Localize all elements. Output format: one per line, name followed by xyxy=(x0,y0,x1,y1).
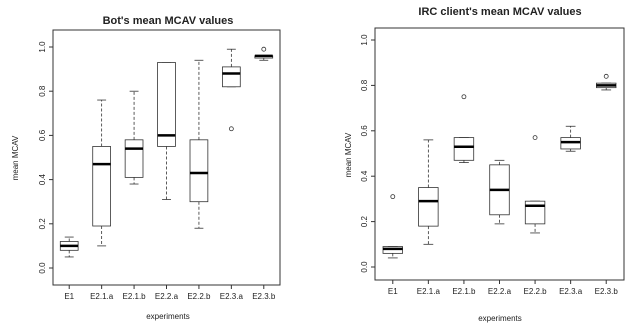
box-e2-1-b xyxy=(124,90,144,185)
x-tick-label: E2.2.b xyxy=(187,292,211,301)
outlier-point xyxy=(261,46,267,52)
outlier-point xyxy=(390,194,396,200)
x-tick-label: E2.2.a xyxy=(155,292,179,301)
x-tick-label: E2.3.a xyxy=(220,292,244,301)
box-e2-3-b xyxy=(254,46,274,61)
iqr-box xyxy=(418,187,439,227)
box-e2-3-a xyxy=(560,125,581,152)
x-tick-label: E2.2.b xyxy=(524,287,548,296)
bot-mean-mcav-chart: Bot's mean MCAV values experiments mean … xyxy=(11,15,281,321)
box-e2-2-b xyxy=(524,135,546,234)
x-tick-label: E2.1.a xyxy=(90,292,114,301)
iqr-box xyxy=(189,139,209,203)
y-tick-label: 0.6 xyxy=(360,125,369,137)
outlier-point xyxy=(461,94,467,100)
y-tick-label: 0.8 xyxy=(360,79,369,91)
y-tick-label: 0.2 xyxy=(360,215,369,227)
y-tick-label: 0.0 xyxy=(360,261,369,273)
iqr-box xyxy=(92,146,111,227)
outlier-point xyxy=(228,126,234,132)
y-axis-label: mean MCAV xyxy=(344,132,353,177)
x-tick-label: E2.1.b xyxy=(123,292,147,301)
x-axis-label: experiments xyxy=(146,312,190,321)
y-tick-label: 0.4 xyxy=(38,173,47,185)
x-tick-label: E2.1.b xyxy=(452,287,476,296)
y-tick-label: 0.6 xyxy=(38,129,47,141)
outlier-point xyxy=(603,73,609,79)
box-e2-2-a xyxy=(157,62,176,200)
box-e2-3-b xyxy=(596,73,617,91)
irc-client-mean-mcav-chart: IRC client's mean MCAV values experiment… xyxy=(344,6,625,323)
chart-title: IRC client's mean MCAV values xyxy=(418,6,581,18)
x-tick-label: E2.3.a xyxy=(559,287,583,296)
y-tick-label: 1.0 xyxy=(360,34,369,46)
y-axis-label: mean MCAV xyxy=(11,135,20,180)
box-e2-1-a xyxy=(92,99,111,247)
x-tick-label: E2.2.a xyxy=(488,287,512,296)
plot-frame xyxy=(374,27,625,281)
iqr-box xyxy=(124,139,144,178)
box-e1 xyxy=(382,194,403,259)
y-tick-label: 0.4 xyxy=(360,170,369,182)
y-tick-label: 0.2 xyxy=(38,218,47,230)
box-e2-2-b xyxy=(189,59,209,229)
box-e2-1-a xyxy=(418,139,439,245)
x-tick-label: E1 xyxy=(388,287,398,296)
box-e2-3-a xyxy=(222,48,241,132)
x-tick-label: E2.3.b xyxy=(252,292,276,301)
iqr-box xyxy=(453,137,475,161)
box-e1 xyxy=(59,236,79,258)
x-axis-label: experiments xyxy=(478,314,522,323)
box-e2-2-a xyxy=(489,159,510,225)
y-tick-label: 0.0 xyxy=(38,262,47,274)
x-tick-label: E2.1.a xyxy=(417,287,441,296)
iqr-box xyxy=(222,66,241,88)
box-e2-1-b xyxy=(453,94,475,163)
chart-title: Bot's mean MCAV values xyxy=(103,15,234,27)
x-tick-label: E1 xyxy=(64,292,74,301)
outlier-point xyxy=(532,135,538,141)
iqr-box xyxy=(157,62,176,147)
y-tick-label: 0.8 xyxy=(38,85,47,97)
x-tick-label: E2.3.b xyxy=(595,287,619,296)
y-tick-label: 1.0 xyxy=(38,41,47,53)
